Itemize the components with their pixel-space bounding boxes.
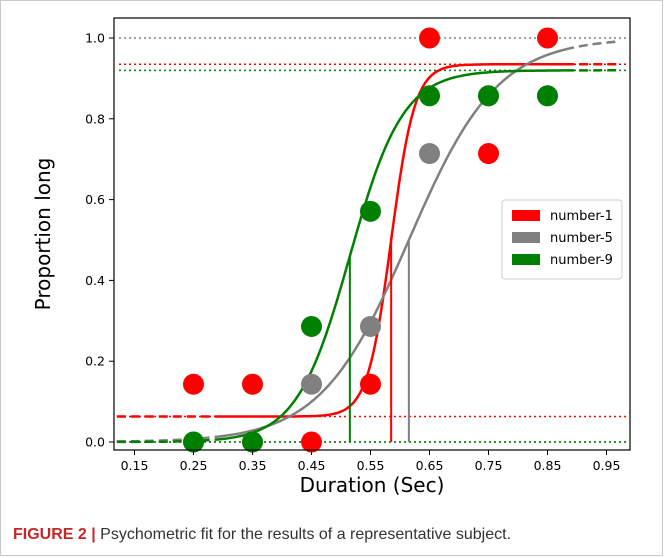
data-point-number-9 xyxy=(183,431,204,453)
x-tick-label: 0.65 xyxy=(416,458,444,473)
data-point-number-1 xyxy=(537,27,558,49)
data-point-number-5 xyxy=(419,143,440,165)
x-tick-label: 0.35 xyxy=(239,458,267,473)
x-tick-label: 0.95 xyxy=(593,458,621,473)
data-point-number-5 xyxy=(301,373,322,395)
data-point-number-9 xyxy=(360,200,381,222)
data-point-number-5 xyxy=(360,315,381,337)
threshold-lines xyxy=(348,240,410,442)
data-point-number-1 xyxy=(242,373,263,395)
legend-swatch-number-9 xyxy=(512,254,540,265)
fit-curve-number-9 xyxy=(222,69,566,441)
x-tick-label: 0.45 xyxy=(298,458,326,473)
x-axis-label: Duration (Sec) xyxy=(300,473,445,497)
data-point-number-9 xyxy=(301,315,322,337)
data-point-number-9 xyxy=(537,85,558,107)
y-tick-label: 0.2 xyxy=(85,354,105,369)
data-point-number-1 xyxy=(301,431,322,453)
fit-tail-right-number-5 xyxy=(564,40,619,51)
fit-curves xyxy=(116,40,619,444)
y-tick-label: 0.4 xyxy=(85,273,105,288)
x-tick-label: 0.15 xyxy=(121,458,149,473)
legend-swatch-number-1 xyxy=(512,210,540,221)
x-tick-label: 0.25 xyxy=(180,458,208,473)
data-point-number-1 xyxy=(360,373,381,395)
data-point-number-9 xyxy=(242,431,263,453)
legend-label-number-5: number-5 xyxy=(550,231,613,246)
caption-text: Psychometric fit for the results of a re… xyxy=(100,526,512,543)
data-point-number-1 xyxy=(419,27,440,49)
y-tick-label: 0.8 xyxy=(85,111,105,126)
x-tick-label: 0.85 xyxy=(534,458,562,473)
psychometric-chart: 0.15 0.25 0.35 0.45 0.55 0.65 0.75 0.85 0.95 0.0 0… xyxy=(31,17,631,497)
data-point-number-9 xyxy=(419,85,440,107)
fit-curve-number-5 xyxy=(222,48,566,438)
legend-label-number-1: number-1 xyxy=(550,209,613,224)
legend-swatch-number-5 xyxy=(512,232,540,243)
legend: number-1 number-5 number-9 xyxy=(501,199,623,280)
legend-label-number-9: number-9 xyxy=(550,253,613,268)
axes: 0.15 0.25 0.35 0.45 0.55 0.65 0.75 0.85 0.95 0.0 0… xyxy=(31,17,631,497)
y-tick-label: 0.6 xyxy=(85,192,105,207)
figure-caption: FIGURE 2 | Psychometric fit for the resu… xyxy=(13,526,653,544)
y-tick-label: 0.0 xyxy=(85,435,105,450)
data-point-number-9 xyxy=(478,85,499,107)
x-tick-label: 0.55 xyxy=(357,458,385,473)
y-tick-label: 1.0 xyxy=(85,31,105,46)
data-point-number-1 xyxy=(183,373,204,395)
data-point-number-1 xyxy=(478,143,499,165)
figure-label: FIGURE 2 | xyxy=(13,526,96,543)
plot-border xyxy=(113,17,631,451)
fit-tail-left-number-9 xyxy=(116,437,224,444)
y-axis-label: Proportion long xyxy=(31,158,55,311)
x-tick-label: 0.75 xyxy=(475,458,503,473)
data-points xyxy=(183,27,558,453)
